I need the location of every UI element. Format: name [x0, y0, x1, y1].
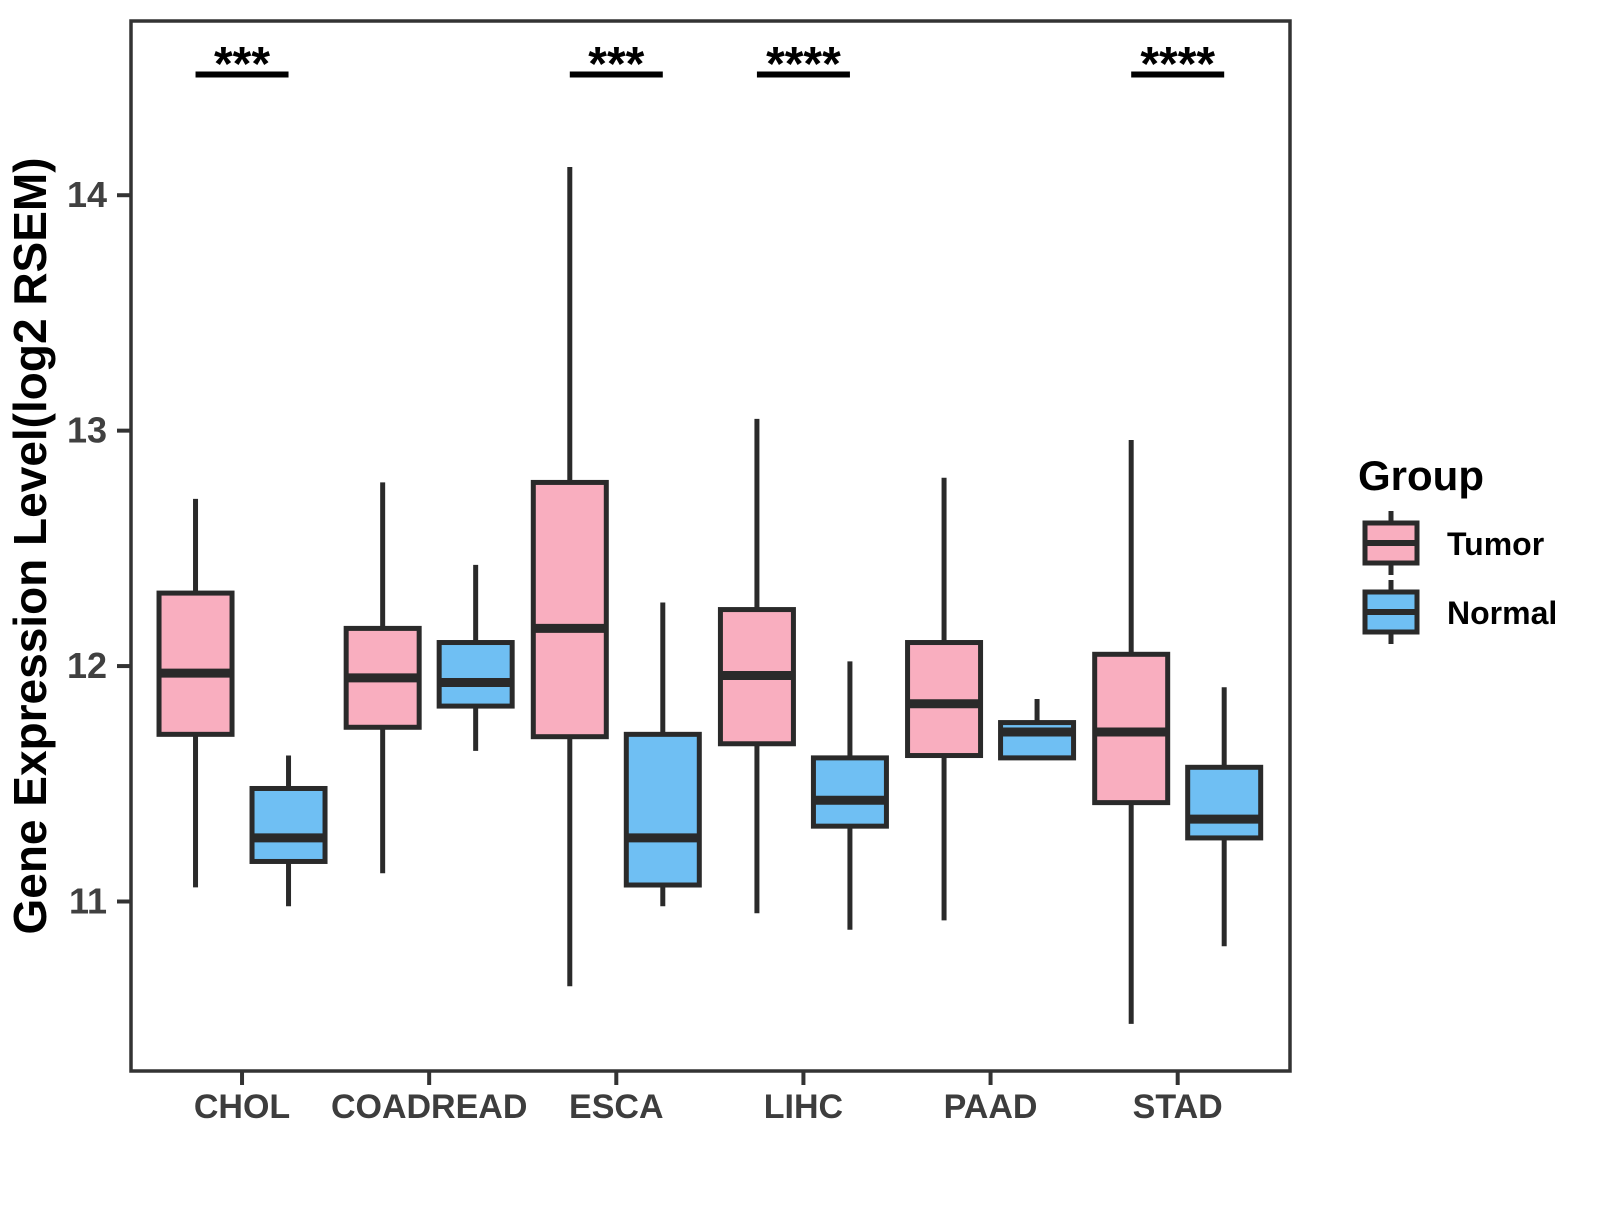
box-normal-COADREAD	[436, 564, 515, 751]
x-tick-label-STAD: STAD	[1133, 1088, 1223, 1126]
box-tumor-ESCA	[530, 166, 609, 987]
box-normal-CHOL	[249, 755, 328, 907]
legend-item-normal: Normal	[1362, 580, 1557, 644]
significance-stars-LIHC: ****	[766, 38, 841, 91]
y-tick-label-11: 11	[69, 880, 107, 921]
x-tick-label-LIHC: LIHC	[764, 1088, 843, 1126]
iqr-box-tumor-PAAD	[905, 640, 984, 759]
significance-stars-STAD: ****	[1140, 38, 1215, 91]
iqr-box-normal-LIHC	[810, 755, 889, 829]
y-tick-label-12: 12	[67, 645, 107, 686]
y-tick-label-14: 14	[67, 174, 107, 215]
iqr-box-normal-STAD	[1185, 764, 1264, 841]
x-tick-label-ESCA: ESCA	[569, 1088, 663, 1126]
y-axis-title: Gene Expression Level(log2 RSEM)	[4, 157, 56, 934]
box-tumor-PAAD	[905, 477, 984, 921]
iqr-box-normal-ESCA	[623, 731, 702, 888]
box-tumor-COADREAD	[343, 482, 422, 874]
significance-stars-ESCA: ***	[588, 38, 644, 91]
boxes-layer	[156, 166, 1264, 1024]
x-tick-label-CHOL: CHOL	[194, 1088, 290, 1126]
box-tumor-STAD	[1092, 440, 1171, 1024]
box-tumor-LIHC	[717, 418, 796, 914]
x-tick-label-COADREAD: COADREAD	[331, 1088, 527, 1126]
iqr-box-tumor-ESCA	[530, 479, 609, 740]
legend: Group Tumor Normal	[1358, 452, 1557, 644]
iqr-box-normal-COADREAD	[436, 640, 515, 709]
box-normal-LIHC	[810, 661, 889, 930]
significance-layer: *** *** **** ****	[195, 38, 1225, 91]
box-normal-ESCA	[623, 602, 702, 907]
x-tick-label-PAAD: PAAD	[944, 1088, 1038, 1126]
panel-border	[129, 19, 1292, 1073]
y-tick-label-13: 13	[67, 410, 107, 451]
box-normal-STAD	[1185, 687, 1264, 947]
significance-stars-CHOL: ***	[214, 38, 270, 91]
legend-label-tumor: Tumor	[1447, 526, 1544, 562]
legend-item-tumor: Tumor	[1362, 511, 1544, 575]
axes-layer: 11 12 13 14 CHOL COADREAD ESCA LIHC PAAD STAD	[67, 174, 1223, 1126]
iqr-box-normal-CHOL	[249, 785, 328, 864]
legend-label-normal: Normal	[1447, 595, 1557, 631]
box-tumor-CHOL	[156, 498, 235, 888]
box-normal-PAAD	[998, 699, 1077, 761]
legend-title: Group	[1358, 452, 1484, 499]
iqr-box-tumor-CHOL	[156, 590, 235, 737]
